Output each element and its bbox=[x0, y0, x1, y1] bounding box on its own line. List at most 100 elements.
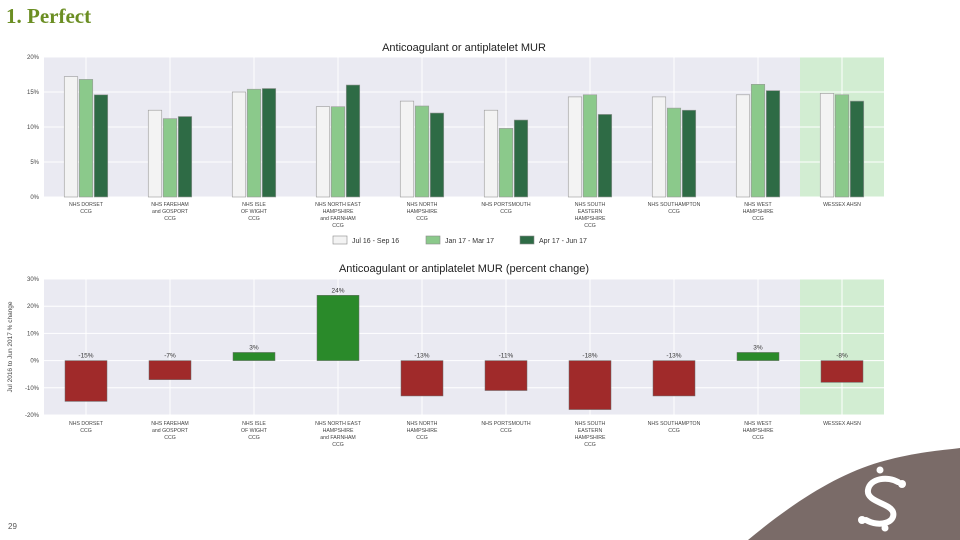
x-tick-label-6-0: NHS SOUTH bbox=[575, 421, 606, 427]
data-label-3: 24% bbox=[331, 287, 344, 294]
bar-s2-c3 bbox=[345, 84, 361, 198]
x-tick-label-8-2: CCG bbox=[752, 435, 764, 441]
bar-s0-c0 bbox=[63, 76, 79, 198]
bar-s1-c5 bbox=[498, 128, 514, 198]
change-bar-3 bbox=[316, 295, 360, 361]
x-tick-label-3-3: CCG bbox=[332, 442, 344, 448]
x-tick-label-1-2: CCG bbox=[164, 435, 176, 441]
x-tick-label-3-2: and FARNHAM bbox=[320, 435, 355, 441]
bar-s0-c8 bbox=[735, 94, 751, 198]
x-tick-label-0-0: NHS DORSET bbox=[69, 202, 104, 208]
x-tick-label-7-1: CCG bbox=[668, 428, 680, 434]
change-bar-1 bbox=[148, 360, 192, 380]
x-tick-label-2-2: CCG bbox=[248, 216, 260, 222]
change-bar-4 bbox=[400, 360, 444, 397]
change-bar-5 bbox=[484, 360, 528, 391]
x-tick-label-2-0: NHS ISLE bbox=[242, 421, 266, 427]
y-tick-label-2: 30% bbox=[27, 277, 40, 283]
x-tick-label-6-3: CCG bbox=[584, 223, 596, 229]
bar-s1-c3 bbox=[330, 106, 346, 198]
legend-label-1: Jan 17 - Mar 17 bbox=[445, 238, 494, 245]
bar-s1-c7 bbox=[666, 107, 682, 198]
x-tick-label-1-1: and GOSPORT bbox=[152, 209, 189, 215]
slide-title: 1. Perfect bbox=[6, 4, 92, 28]
y-tick-label: 0% bbox=[30, 195, 39, 201]
y-axis-label-2: Jul 2016 to Jun 2017 % change bbox=[7, 301, 14, 392]
x-tick-label-3-2: and FARNHAM bbox=[320, 216, 355, 222]
y-tick-label-2: -10% bbox=[25, 386, 40, 392]
bar-s0-c7 bbox=[651, 96, 667, 198]
x-tick-label-5-1: CCG bbox=[500, 209, 512, 215]
x-tick-label-4-2: CCG bbox=[416, 435, 428, 441]
y-tick-label-2: 10% bbox=[27, 331, 40, 337]
x-tick-label-0-1: CCG bbox=[80, 209, 92, 215]
bar-s2-c8 bbox=[765, 90, 781, 198]
x-tick-label-8-1: HAMPSHIRE bbox=[743, 428, 774, 434]
bar-s1-c4 bbox=[414, 105, 430, 198]
bar-s1-c1 bbox=[162, 118, 178, 198]
data-label-9: -8% bbox=[836, 353, 848, 360]
page-number: 29 bbox=[8, 522, 17, 531]
bar-s1-c0 bbox=[78, 79, 94, 198]
data-label-7: -13% bbox=[666, 353, 681, 360]
change-bar-8 bbox=[736, 352, 780, 361]
x-tick-label-0-1: CCG bbox=[80, 428, 92, 434]
change-bar-9 bbox=[820, 360, 864, 383]
data-label-8: 3% bbox=[753, 344, 763, 351]
x-tick-label-9-0: WESSEX AHSN bbox=[823, 202, 861, 208]
bar-s0-c5 bbox=[483, 109, 499, 198]
bar-s1-c6 bbox=[582, 94, 598, 198]
bar-s0-c3 bbox=[315, 106, 331, 198]
bar-s2-c2 bbox=[261, 88, 277, 198]
change-bar-7 bbox=[652, 360, 696, 397]
bar-s2-c4 bbox=[429, 112, 445, 198]
y-tick-label: 20% bbox=[27, 55, 40, 61]
bar-s0-c6 bbox=[567, 96, 583, 198]
data-label-0: -15% bbox=[78, 353, 93, 360]
x-tick-label-6-0: NHS SOUTH bbox=[575, 202, 606, 208]
y-tick-label: 10% bbox=[27, 125, 40, 131]
x-tick-label-3-0: NHS NORTH EAST bbox=[315, 202, 362, 208]
data-label-4: -13% bbox=[414, 353, 429, 360]
x-tick-label-4-1: HAMPSHIRE bbox=[407, 209, 438, 215]
x-tick-label-8-0: NHS WEST bbox=[744, 202, 772, 208]
bar-s2-c1 bbox=[177, 116, 193, 198]
change-bar-6 bbox=[568, 360, 612, 410]
x-tick-label-8-0: NHS WEST bbox=[744, 421, 772, 427]
bar-s2-c9 bbox=[849, 100, 865, 198]
x-tick-label-2-0: NHS ISLE bbox=[242, 202, 266, 208]
y-tick-label-2: 0% bbox=[30, 359, 39, 365]
data-label-2: 3% bbox=[249, 344, 259, 351]
x-tick-label-5-1: CCG bbox=[500, 428, 512, 434]
legend-swatch-2 bbox=[519, 235, 535, 245]
x-tick-label-7-1: CCG bbox=[668, 209, 680, 215]
y-tick-label-2: -20% bbox=[25, 413, 40, 419]
x-tick-label-1-1: and GOSPORT bbox=[152, 428, 189, 434]
bar-s2-c7 bbox=[681, 109, 697, 198]
x-tick-label-7-0: NHS SOUTHAMPTON bbox=[648, 421, 701, 427]
bar-s0-c2 bbox=[231, 91, 247, 198]
x-tick-label-9-0: WESSEX AHSN bbox=[823, 421, 861, 427]
bar-s1-c2 bbox=[246, 88, 262, 198]
x-tick-label-1-0: NHS FAREHAM bbox=[151, 202, 188, 208]
x-tick-label-4-1: HAMPSHIRE bbox=[407, 428, 438, 434]
y-tick-label: 5% bbox=[30, 160, 39, 166]
x-tick-label-6-1: EASTERN bbox=[578, 209, 603, 215]
x-tick-label-3-1: HAMPSHIRE bbox=[323, 209, 354, 215]
bar-s2-c6 bbox=[597, 114, 613, 198]
bar-s0-c9 bbox=[819, 93, 835, 198]
x-tick-label-2-2: CCG bbox=[248, 435, 260, 441]
data-label-5: -11% bbox=[499, 353, 514, 360]
x-tick-label-3-1: HAMPSHIRE bbox=[323, 428, 354, 434]
legend-label-0: Jul 16 - Sep 16 bbox=[352, 238, 399, 245]
x-tick-label-6-3: CCG bbox=[584, 442, 596, 448]
legend-swatch-0 bbox=[332, 235, 348, 245]
bar-s1-c9 bbox=[834, 94, 850, 198]
x-tick-label-1-0: NHS FAREHAM bbox=[151, 421, 188, 427]
change-bar-2 bbox=[232, 352, 276, 361]
x-tick-label-3-3: CCG bbox=[332, 223, 344, 229]
x-tick-label-6-2: HAMPSHIRE bbox=[575, 216, 606, 222]
x-tick-label-6-2: HAMPSHIRE bbox=[575, 435, 606, 441]
